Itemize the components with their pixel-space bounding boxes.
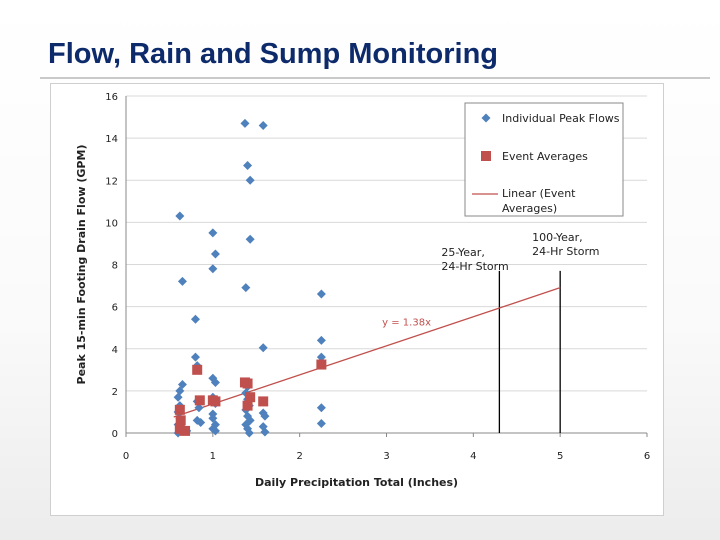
peak-flow-point: [196, 417, 206, 427]
trendline-equation: y = 1.38x: [382, 318, 431, 329]
storm-annotation: 100-Year,: [532, 231, 582, 244]
peak-flow-point: [208, 264, 218, 274]
linear-trendline: [173, 287, 561, 418]
y-tick-label: 0: [112, 429, 118, 440]
legend: Individual Peak Flows Event Averages Linea…: [464, 102, 624, 217]
peak-flow-point: [258, 343, 268, 353]
y-tick-label: 12: [105, 176, 118, 187]
y-tick-label: 8: [112, 261, 118, 272]
peak-flow-point: [316, 335, 326, 345]
peak-flow-point: [260, 427, 270, 437]
event-average-point: [174, 423, 185, 434]
event-average-point: [194, 395, 205, 406]
x-tick-label: 4: [470, 451, 476, 462]
x-tick-label: 6: [644, 451, 650, 462]
peak-flow-point: [241, 283, 251, 293]
peak-flow-point: [173, 392, 183, 402]
event-average-point: [245, 392, 256, 403]
x-tick-label: 3: [383, 451, 389, 462]
storm-annotation: 25-Year,: [441, 246, 484, 259]
legend-box: [464, 102, 624, 217]
event-average-point: [180, 425, 191, 436]
peak-flow-point: [243, 161, 253, 171]
peak-flow-point: [260, 411, 270, 421]
peak-flow-point: [208, 228, 218, 238]
event-average-point: [258, 396, 269, 407]
slide-title: Flow, Rain and Sump Monitoring: [48, 38, 498, 70]
storm-annotation: 24-Hr Storm: [532, 245, 599, 258]
chart-area: 25-Year, 24-Hr Storm 100-Year, 24-Hr Storm …: [50, 83, 664, 516]
peak-flow-point: [316, 419, 326, 429]
y-tick-label: 2: [112, 387, 118, 398]
peak-flow-point: [175, 211, 185, 221]
legend-label: Individual Peak Flows: [502, 112, 620, 125]
peak-flow-point: [245, 175, 255, 185]
x-tick-label: 5: [557, 451, 563, 462]
event-average-point: [242, 400, 253, 411]
peak-flow-point: [316, 289, 326, 299]
legend-label: Linear (Event Averages): [502, 187, 576, 215]
y-tick-label: 10: [105, 218, 118, 229]
peak-flow-point: [244, 428, 254, 438]
peak-flow-point: [194, 403, 204, 413]
event-average-point: [175, 415, 186, 426]
peak-flow-point: [210, 249, 220, 259]
x-axis-title: Daily Precipitation Total (Inches): [255, 476, 458, 489]
title-divider: [40, 77, 710, 79]
peak-flow-point: [177, 276, 187, 286]
event-average-point: [316, 359, 327, 370]
legend-square-marker: [481, 151, 491, 161]
peak-flow-point: [240, 118, 250, 128]
trendline: y = 1.38x: [173, 287, 561, 418]
event-average-point: [192, 364, 203, 375]
x-tick-label: 2: [296, 451, 302, 462]
event-average-point: [242, 378, 253, 389]
x-tick-label: 0: [123, 451, 129, 462]
x-tick-label: 1: [210, 451, 216, 462]
legend-label: Event Averages: [502, 150, 588, 163]
y-tick-label: 14: [105, 134, 118, 145]
peak-flow-point: [210, 377, 220, 387]
data-points: [173, 118, 327, 438]
peak-flow-point: [190, 314, 200, 324]
peak-flow-point: [190, 352, 200, 362]
y-tick-label: 16: [105, 92, 118, 103]
legend-diamond-marker: [481, 113, 491, 123]
storm-annotation: 24-Hr Storm: [441, 260, 508, 273]
peak-flow-point: [316, 403, 326, 413]
event-average-point: [174, 404, 185, 415]
peak-flow-point: [258, 120, 268, 130]
event-average-point: [210, 396, 221, 407]
y-tick-label: 6: [112, 303, 118, 314]
y-tick-label: 4: [112, 345, 118, 356]
peak-flow-point: [245, 234, 255, 244]
y-axis-title: Peak 15-min Footing Drain Flow (GPM): [75, 145, 88, 385]
peak-flow-point: [316, 352, 326, 362]
peak-flow-point: [177, 380, 187, 390]
peak-flow-point: [210, 426, 220, 436]
